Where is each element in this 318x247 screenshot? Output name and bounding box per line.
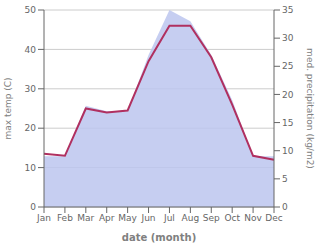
svg-text:35: 35 — [282, 5, 293, 15]
svg-text:Apr: Apr — [99, 213, 115, 223]
svg-text:May: May — [118, 213, 137, 223]
svg-text:5: 5 — [282, 174, 288, 184]
svg-text:20: 20 — [282, 90, 294, 100]
svg-text:Oct: Oct — [224, 213, 240, 223]
svg-text:10: 10 — [25, 163, 37, 173]
svg-text:50: 50 — [25, 5, 37, 15]
svg-text:Jun: Jun — [141, 213, 156, 223]
svg-text:15: 15 — [282, 118, 293, 128]
svg-text:Sep: Sep — [203, 213, 220, 223]
svg-text:30: 30 — [25, 84, 37, 94]
svg-text:10: 10 — [282, 146, 294, 156]
svg-text:30: 30 — [282, 33, 294, 43]
svg-text:20: 20 — [25, 123, 37, 133]
svg-text:Jul: Jul — [163, 213, 175, 223]
svg-text:0: 0 — [282, 202, 288, 212]
svg-text:40: 40 — [25, 45, 37, 55]
svg-text:Feb: Feb — [57, 213, 73, 223]
svg-text:Mar: Mar — [77, 213, 94, 223]
svg-text:med. precipitation (kg/m2): med. precipitation (kg/m2) — [305, 48, 310, 169]
svg-text:25: 25 — [282, 61, 293, 71]
svg-text:max temp (C): max temp (C) — [8, 77, 13, 139]
svg-text:0: 0 — [30, 202, 36, 212]
svg-text:Aug: Aug — [182, 213, 200, 223]
svg-text:date (month): date (month) — [122, 232, 196, 243]
svg-text:Dec: Dec — [265, 213, 282, 223]
svg-text:Nov: Nov — [244, 213, 262, 223]
svg-text:Jan: Jan — [36, 213, 51, 223]
